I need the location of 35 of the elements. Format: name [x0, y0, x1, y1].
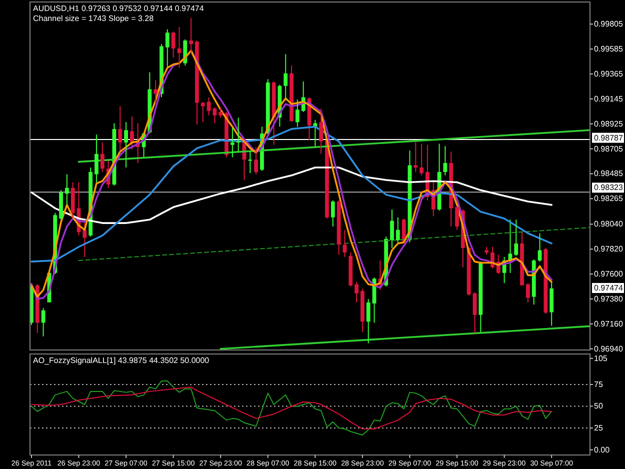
line-series — [30, 166, 552, 224]
y-tick-label: 0.98485 — [594, 169, 624, 178]
line-series — [30, 380, 552, 436]
y-tick-label: 0.99145 — [594, 94, 624, 104]
y-tick-label: 0.97380 — [594, 294, 624, 304]
candlestick — [420, 144, 424, 176]
y-tick-label: 0.99805 — [594, 20, 624, 29]
y-tick-label: 0.98040 — [594, 220, 624, 229]
y-tick-label: 0.97600 — [594, 270, 624, 279]
y-tick-label: 0.98925 — [594, 119, 624, 128]
line-series — [30, 126, 552, 262]
candlestick — [414, 141, 418, 172]
chart-title: AUDUSD,H1 0.97263 0.97532 0.97144 0.97474 — [33, 4, 204, 13]
y-tick-label: 105 — [594, 354, 608, 363]
candlestick — [200, 102, 205, 122]
y-tick-label: 0.00 — [594, 445, 610, 454]
candlestick — [230, 128, 234, 158]
candlestick — [189, 18, 194, 54]
y-tick-label: 0.99585 — [594, 44, 624, 54]
y-tick-label: 25 — [594, 424, 604, 433]
y-tick-label: 0.99365 — [594, 69, 624, 78]
candlestick — [248, 152, 252, 174]
line-series — [30, 386, 552, 430]
y-tick-label: 75 — [594, 380, 604, 389]
text: Channel size = 1743 Slope = 3.28 — [33, 14, 154, 23]
y-tick-label: 0.98705 — [594, 144, 624, 154]
y-tick-label: 0.97820 — [594, 244, 624, 254]
y-tick-label: 0.96940 — [594, 344, 624, 354]
y-tick-label: 0.97160 — [594, 319, 624, 328]
candlestick — [154, 80, 158, 103]
y-tick-label: 0.98265 — [594, 194, 624, 204]
chart-title: AO_FozzySignalALL[1] 43.9875 44.3502 50.0000 — [33, 356, 210, 365]
y-tick-label: 50 — [594, 402, 604, 411]
candlestick — [484, 246, 489, 255]
candlestick — [236, 118, 240, 152]
